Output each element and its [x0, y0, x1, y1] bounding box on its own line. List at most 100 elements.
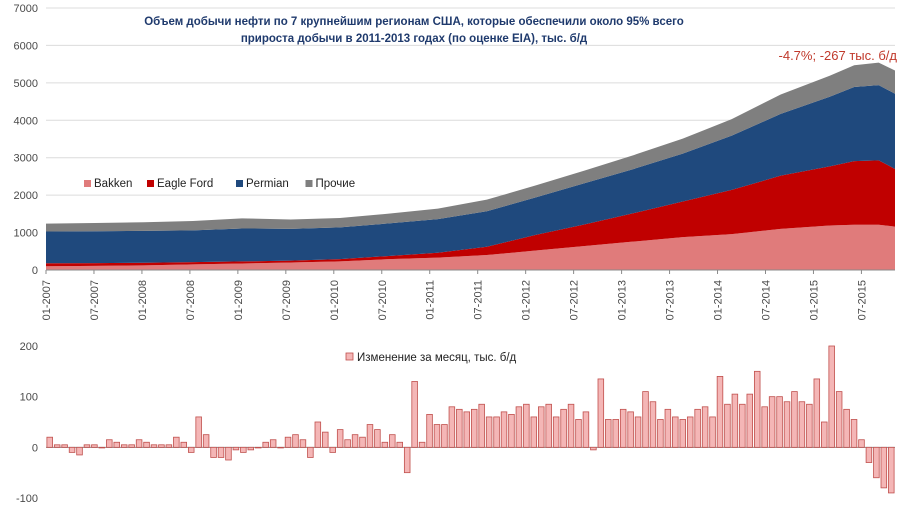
change-bar — [657, 419, 664, 448]
top-y-tick-label: 3000 — [14, 153, 38, 165]
legend-swatch-4 — [305, 180, 313, 187]
change-bar — [664, 408, 672, 448]
change-bar — [336, 429, 344, 448]
change-bar — [247, 446, 255, 451]
top-x-tick-label: 01-2009 — [233, 280, 245, 320]
change-bar — [135, 439, 143, 448]
change-bar — [724, 403, 731, 448]
chart-title: Объем добычи нефти по 7 крупнейшим регио… — [144, 16, 684, 28]
change-bar — [679, 419, 686, 448]
change-bar — [441, 424, 448, 448]
change-bar — [374, 429, 381, 448]
bottom-legend-label: Изменение за месяц, тыс. б/д — [357, 352, 517, 364]
change-bar — [292, 434, 299, 448]
top-y-tick-label: 5000 — [14, 78, 38, 90]
change-bar — [835, 391, 843, 448]
change-bar — [575, 419, 582, 448]
top-x-tick-label: 01-2010 — [329, 280, 341, 320]
change-bar — [590, 446, 597, 451]
change-bar — [255, 446, 262, 449]
change-bar — [739, 403, 746, 448]
top-x-tick-label: 07-2015 — [856, 280, 868, 320]
bottom-legend: Изменение за месяц, тыс. б/д — [345, 352, 517, 364]
change-bar — [106, 439, 113, 448]
change-bar — [53, 444, 61, 448]
top-x-tick-label: 01-2015 — [808, 280, 820, 320]
change-bar — [753, 370, 761, 448]
top-y-tick-label: 6000 — [14, 40, 38, 52]
change-bar — [396, 441, 403, 448]
top-x-tick-label: 07-2012 — [569, 280, 581, 320]
chart-subtitle: прироста добычи в 2011-2013 годах (по оц… — [241, 33, 588, 45]
top-y-tick-label: 0 — [32, 265, 38, 277]
top-x-tick-label: 07-2010 — [377, 280, 389, 320]
change-bar — [701, 406, 709, 448]
change-bar — [322, 431, 329, 448]
change-bar — [560, 408, 567, 448]
change-bar — [828, 345, 835, 448]
change-bar — [403, 446, 411, 474]
change-bar — [567, 403, 575, 448]
change-bar — [642, 391, 649, 448]
change-bars — [46, 345, 895, 494]
change-bar — [225, 446, 232, 461]
change-bar — [768, 396, 776, 448]
bottom-y-tick-label: 200 — [20, 341, 38, 353]
change-bar — [597, 378, 605, 448]
top-gridlines — [46, 7, 895, 234]
change-bar — [880, 446, 888, 489]
change-bar — [128, 444, 135, 448]
change-bar — [776, 396, 783, 448]
change-bar — [359, 436, 366, 448]
top-x-tick-label: 07-2008 — [185, 280, 197, 320]
change-bar — [329, 446, 336, 453]
change-bar — [46, 436, 53, 448]
change-bar — [113, 441, 120, 448]
change-bar — [456, 408, 463, 448]
change-bar — [277, 446, 284, 449]
area-1 — [46, 224, 895, 270]
change-bar — [634, 416, 642, 448]
change-bar — [858, 439, 865, 448]
bottom-y-tick-label: 0 — [32, 442, 38, 454]
change-bar — [143, 441, 150, 448]
change-bar — [433, 424, 441, 448]
top-x-tick-label: 01-2014 — [713, 280, 725, 320]
legend-swatch-2 — [147, 180, 154, 187]
legend-swatch-1 — [84, 180, 91, 187]
change-bar — [91, 444, 98, 448]
change-bar — [761, 406, 768, 448]
change-bar — [76, 446, 83, 456]
change-bar — [694, 408, 701, 448]
top-x-tick-label: 01-2012 — [521, 280, 533, 320]
legend: Bakken Eagle Ford Permian Прочие — [84, 178, 355, 190]
change-bar — [411, 381, 418, 448]
area-3 — [46, 85, 895, 264]
change-bar — [716, 375, 724, 448]
change-bar — [888, 446, 895, 494]
change-bar — [165, 444, 173, 448]
top-x-tick-label: 01-2013 — [617, 280, 629, 320]
change-bar — [262, 441, 269, 448]
change-bar — [821, 421, 828, 448]
change-bar — [798, 401, 806, 448]
change-bar — [530, 416, 538, 448]
legend-label-3: Permian — [246, 178, 289, 190]
change-bar — [210, 446, 217, 458]
change-bar — [299, 439, 307, 448]
change-bar — [582, 411, 590, 448]
bottom-y-tick-label: -100 — [16, 493, 38, 505]
bottom-y-tick-label: 100 — [20, 392, 38, 404]
change-bar — [195, 416, 202, 448]
change-bar — [344, 439, 351, 448]
change-bar — [791, 391, 798, 448]
change-bar — [612, 419, 619, 448]
change-bar — [426, 413, 433, 448]
change-bar — [538, 406, 545, 448]
change-bar — [686, 416, 694, 448]
change-bar — [98, 446, 106, 449]
change-bar — [284, 436, 292, 448]
change-bar — [731, 393, 739, 448]
